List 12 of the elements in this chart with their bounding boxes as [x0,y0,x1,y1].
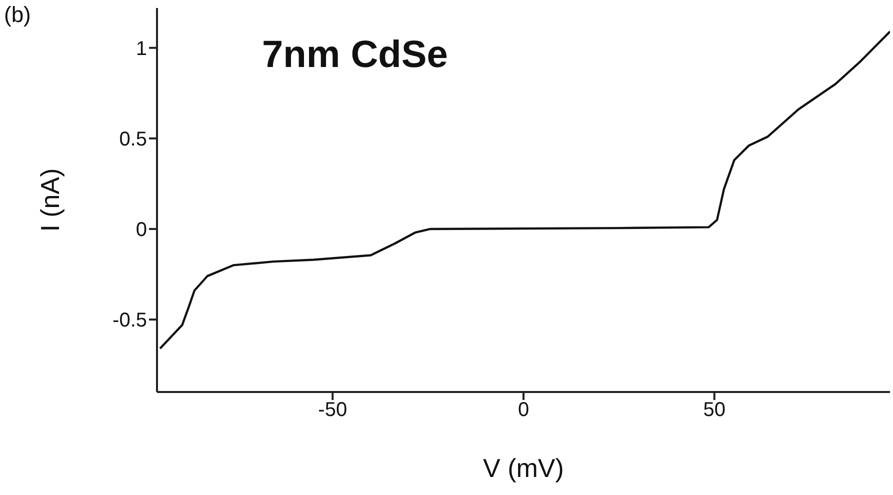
x-tick-label: 50 [703,399,726,422]
y-tick-label: -0.5 [112,310,147,332]
x-tick-label: -50 [318,399,348,422]
y-tick-label: 1 [136,38,147,60]
y-axis-title: I (nA) [35,168,66,232]
x-axis-title: V (mV) [483,453,564,483]
text: (b) [4,2,31,28]
y-tick-label: 0.5 [119,128,147,151]
annotation: 7nm CdSe [262,34,448,77]
x-tick-label: 0 [518,399,530,422]
line-series [158,30,890,350]
y-tick-label: 0 [136,219,147,242]
